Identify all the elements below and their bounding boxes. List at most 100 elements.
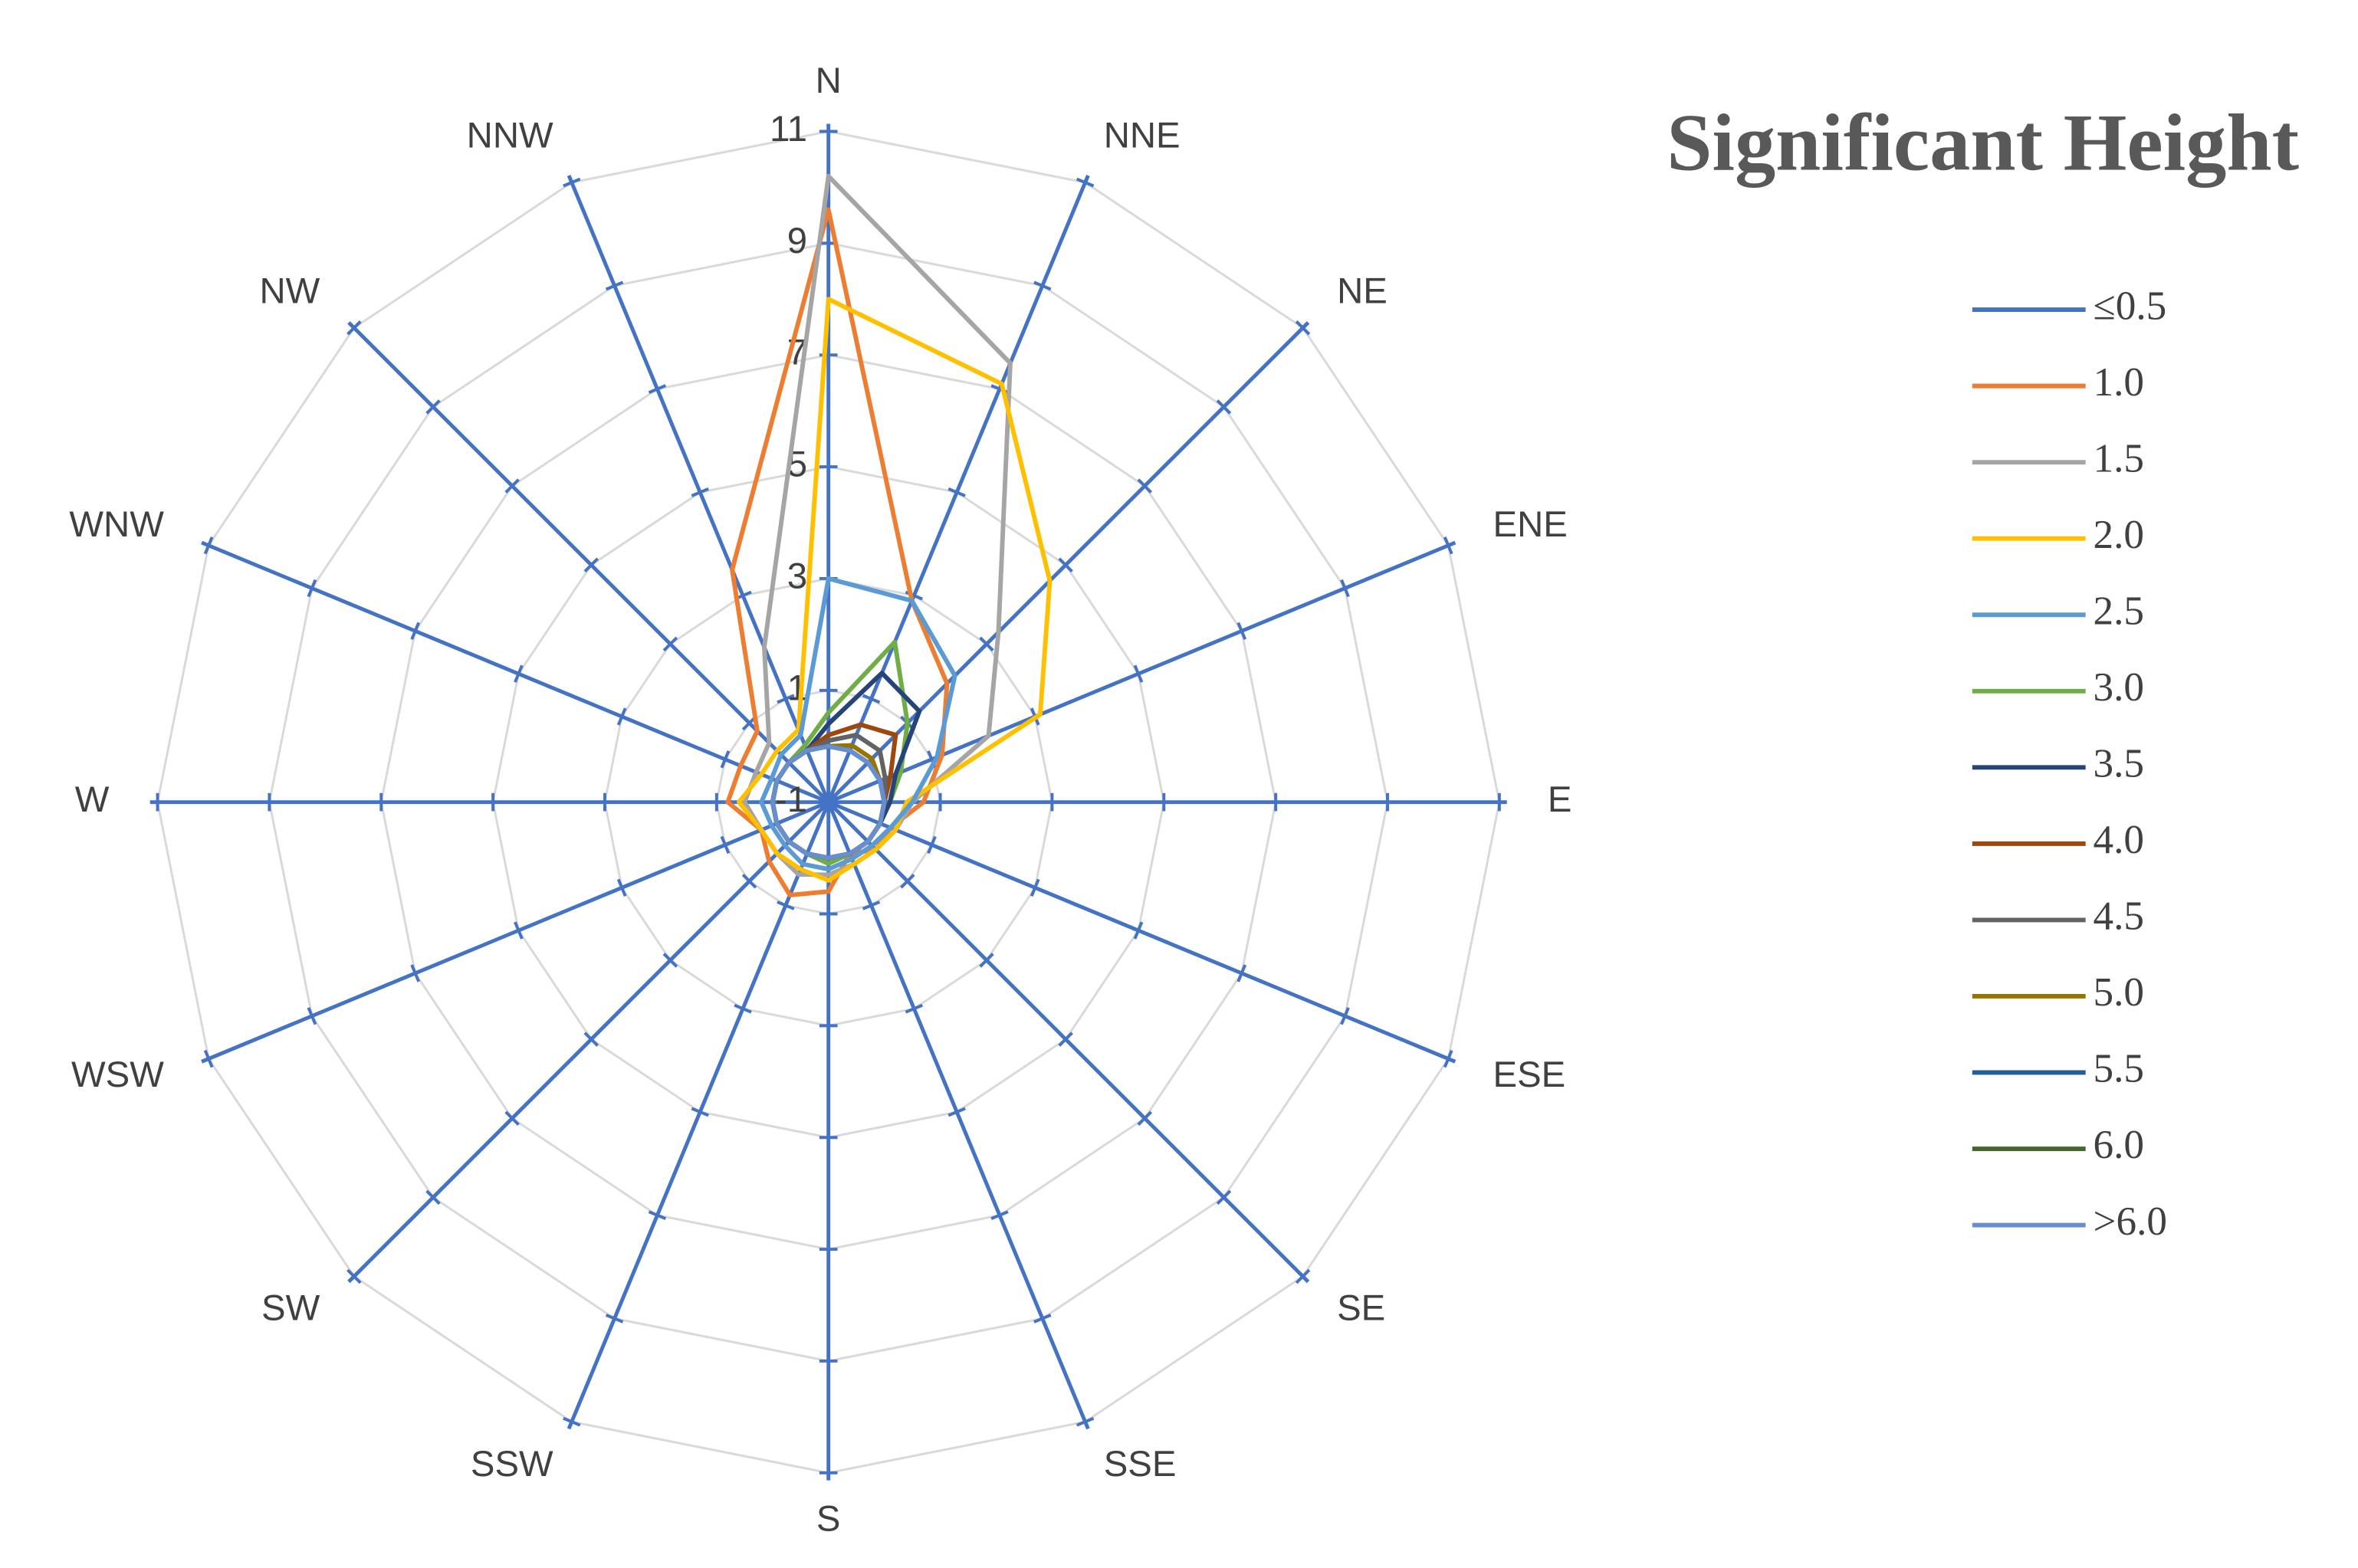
tick-mark	[1295, 1268, 1311, 1284]
y-tick-label: 11	[770, 109, 807, 149]
tick-mark	[504, 1110, 520, 1126]
category-label: S	[816, 1498, 841, 1539]
chart-title: Significant Height	[1667, 98, 2299, 189]
y-tick-label: -1	[775, 779, 807, 820]
tick-mark	[1033, 280, 1052, 291]
tick-mark	[905, 1003, 924, 1014]
tick-mark	[1133, 664, 1144, 683]
tick-mark	[605, 1314, 624, 1324]
tick-mark	[1236, 622, 1247, 641]
tick-mark	[819, 797, 838, 808]
category-label: SSW	[471, 1444, 553, 1484]
tick-mark	[990, 1210, 1009, 1221]
tick-mark	[1216, 399, 1232, 415]
tick-mark	[1137, 478, 1153, 494]
y-tick-label: 3	[787, 556, 807, 596]
category-label: ENE	[1493, 504, 1568, 545]
tick-mark	[504, 478, 520, 494]
axis-spoke	[347, 800, 830, 1284]
series-line	[737, 297, 1053, 883]
category-label: W	[75, 779, 110, 820]
tick-mark	[1443, 1049, 1453, 1068]
axis-spoke	[826, 800, 1310, 1284]
legend-label: ≤0.5	[2094, 283, 2167, 328]
category-label: ESE	[1493, 1055, 1566, 1095]
category-label: N	[816, 61, 842, 101]
legend-label: 2.5	[2094, 588, 2145, 633]
category-label: WSW	[71, 1055, 164, 1095]
tick-mark	[1076, 177, 1095, 188]
legend-label: 1.5	[2094, 435, 2145, 481]
tick-mark	[1133, 921, 1144, 940]
series-line	[770, 743, 887, 861]
tick-mark	[514, 921, 524, 940]
tick-mark	[203, 1049, 214, 1068]
tick-mark	[563, 177, 581, 188]
tick-mark	[1030, 878, 1040, 897]
tick-mark	[514, 664, 524, 683]
tick-mark	[1137, 1110, 1153, 1126]
tick-mark	[616, 878, 627, 897]
tick-mark	[979, 636, 994, 652]
tick-mark	[691, 487, 709, 497]
tick-mark	[583, 557, 599, 572]
y-tick-label: 9	[787, 221, 807, 261]
legend-label: 2.0	[2094, 512, 2145, 557]
legend-label: >6.0	[2094, 1199, 2168, 1244]
tick-mark	[1033, 1314, 1052, 1324]
tick-mark	[648, 384, 667, 394]
legend-label: 3.0	[2094, 664, 2145, 710]
category-label: NNE	[1104, 115, 1181, 156]
tick-mark	[720, 835, 731, 855]
legend-label: 1.0	[2094, 359, 2145, 405]
tick-mark	[1295, 320, 1311, 336]
legend-label: 3.5	[2094, 741, 2145, 786]
tick-mark	[1058, 1032, 1073, 1047]
axis-spoke	[826, 321, 1310, 804]
legend-label: 5.5	[2094, 1046, 2145, 1091]
tick-mark	[410, 964, 421, 982]
category-label: NW	[259, 271, 320, 312]
tick-mark	[734, 1003, 752, 1014]
tick-mark	[346, 320, 362, 336]
category-label: NE	[1337, 271, 1388, 312]
series-line	[759, 576, 957, 872]
tick-mark	[1340, 1007, 1350, 1025]
category-label: SSE	[1104, 1444, 1177, 1484]
tick-mark	[616, 707, 627, 726]
tick-mark	[947, 487, 966, 497]
legend-label: 4.5	[2094, 894, 2145, 939]
tick-mark	[425, 399, 441, 415]
category-label: SW	[261, 1288, 320, 1329]
tick-mark	[927, 835, 937, 855]
category-label: E	[1548, 779, 1572, 820]
tick-mark	[662, 636, 678, 652]
tick-mark	[563, 1416, 581, 1427]
legend-label: 6.0	[2094, 1122, 2145, 1167]
tick-mark	[605, 280, 624, 291]
tick-mark	[691, 1107, 709, 1117]
tick-mark	[777, 900, 795, 910]
tick-mark	[346, 1268, 362, 1284]
tick-mark	[862, 694, 881, 704]
series-line	[742, 173, 1013, 877]
tick-mark	[1236, 964, 1247, 982]
category-label: SE	[1337, 1288, 1385, 1329]
tick-mark	[777, 694, 795, 704]
tick-mark	[1340, 579, 1350, 598]
tick-mark	[741, 874, 757, 889]
tick-mark	[1443, 536, 1453, 555]
tick-mark	[720, 750, 731, 769]
tick-mark	[900, 874, 915, 889]
legend-label: 5.0	[2094, 969, 2145, 1015]
tick-mark	[307, 579, 317, 598]
tick-mark	[583, 1032, 599, 1047]
tick-mark	[203, 536, 214, 555]
legend-label: 4.0	[2094, 817, 2145, 862]
tick-mark	[1216, 1189, 1232, 1206]
tick-mark	[1076, 1416, 1095, 1427]
tick-mark	[862, 900, 881, 910]
category-label: NNW	[467, 115, 553, 156]
tick-mark	[662, 953, 678, 968]
